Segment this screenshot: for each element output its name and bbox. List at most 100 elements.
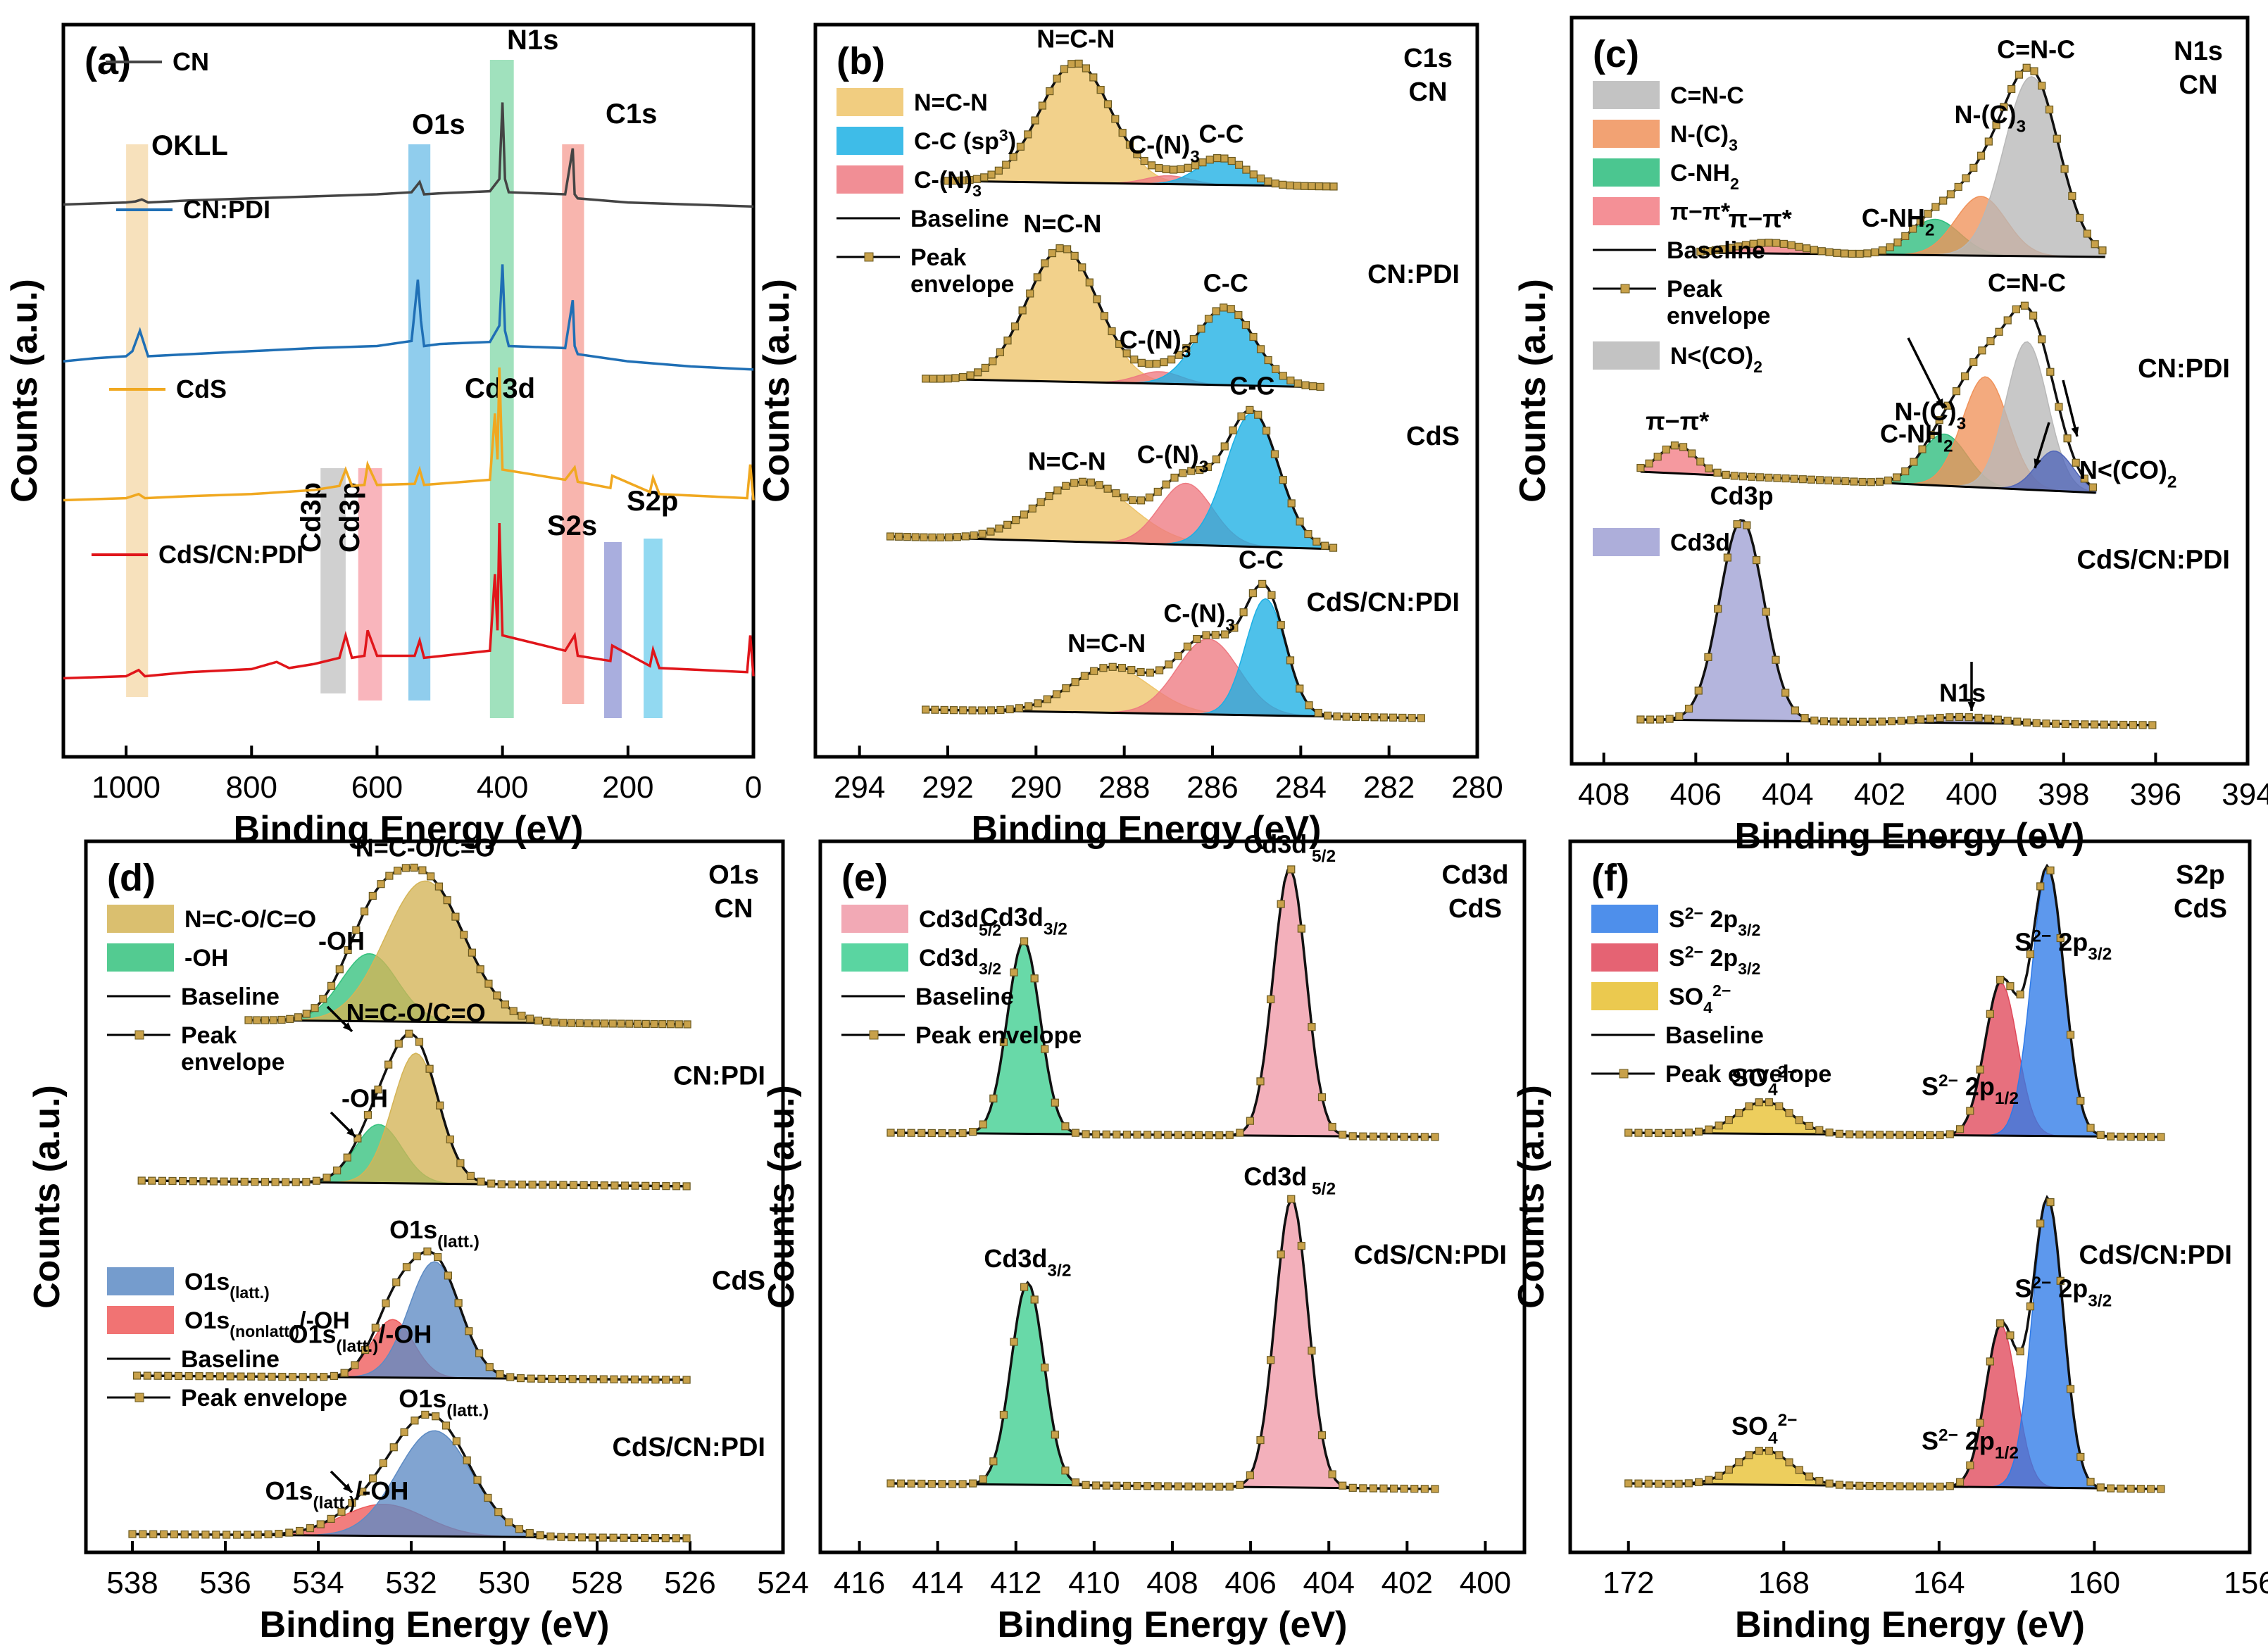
label-part: 3 — [2016, 118, 2026, 137]
label-part: Cd3d — [1670, 529, 1730, 556]
envelope-marker — [1348, 1483, 1357, 1492]
envelope-marker — [1082, 1481, 1090, 1489]
envelope-marker — [1045, 491, 1053, 501]
envelope-marker — [557, 1533, 565, 1541]
envelope-marker — [1965, 713, 1973, 722]
envelope-marker — [485, 1363, 494, 1371]
envelope-marker — [2086, 1478, 2095, 1486]
envelope-marker — [1293, 182, 1301, 190]
envelope-marker — [170, 1530, 178, 1539]
envelope-marker — [1863, 249, 1872, 258]
envelope-marker — [1070, 479, 1079, 487]
envelope-marker — [945, 533, 953, 541]
envelope-marker — [1765, 1447, 1774, 1455]
envelope-marker — [2148, 721, 2157, 729]
peak-label: C-(N)3​ — [1128, 130, 1200, 167]
label-part: N=C-N — [1067, 629, 1146, 658]
panel-label: (f) — [1591, 857, 1629, 899]
envelope-marker — [1339, 1481, 1347, 1490]
envelope-marker — [1174, 1131, 1182, 1139]
label-part: N=C-N — [1036, 25, 1115, 54]
envelope-marker — [1858, 717, 1867, 726]
label-part: O1s — [389, 1215, 437, 1244]
envelope-marker — [1264, 356, 1272, 365]
envelope-marker — [1143, 1482, 1152, 1490]
envelope-marker — [592, 1019, 601, 1028]
envelope-marker — [1133, 1482, 1141, 1490]
envelope-marker — [1755, 1447, 1763, 1455]
envelope-marker — [432, 1412, 440, 1421]
x-tick-label: 404 — [1303, 1566, 1355, 1600]
envelope-marker — [1028, 504, 1036, 513]
legend-swatch — [841, 943, 908, 972]
envelope-marker — [2060, 165, 2069, 173]
envelope-marker — [1803, 244, 1811, 253]
envelope-marker — [466, 1171, 475, 1180]
envelope-marker — [2046, 1198, 2055, 1207]
label-part: Cd3d — [980, 903, 1044, 931]
label-part: 2 — [1943, 436, 1953, 456]
envelope-marker — [1145, 360, 1153, 368]
envelope-marker — [1322, 182, 1331, 191]
envelope-marker — [1946, 1482, 1954, 1490]
envelope-marker — [620, 1375, 629, 1383]
envelope-marker — [528, 1181, 537, 1189]
envelope-marker — [1030, 974, 1039, 983]
envelope-marker — [2022, 63, 2031, 72]
envelope-marker — [1884, 476, 1893, 485]
envelope-marker — [1926, 1482, 1934, 1491]
envelope-marker — [1003, 520, 1012, 529]
envelope-marker — [476, 965, 484, 974]
envelope-marker — [496, 1370, 504, 1378]
envelope-marker — [1078, 263, 1086, 272]
envelope-marker — [2056, 934, 2065, 943]
envelope-marker — [1665, 715, 1674, 723]
envelope-marker — [1205, 156, 1214, 164]
envelope-marker — [999, 1410, 1008, 1419]
envelope-marker — [2036, 1219, 2045, 1228]
label-part: Baseline — [1667, 237, 1765, 264]
envelope-marker — [2096, 1131, 2105, 1139]
envelope-marker — [958, 1129, 967, 1138]
envelope-marker — [1196, 465, 1204, 475]
legend-label: Peak — [910, 244, 966, 271]
envelope-marker — [1684, 1129, 1693, 1137]
envelope-marker — [559, 1181, 568, 1189]
envelope-marker — [1875, 477, 1884, 486]
envelope-marker — [1112, 489, 1120, 498]
legend-label: Baseline — [1665, 1022, 1764, 1049]
envelope-marker — [1287, 1195, 1296, 1203]
envelope-marker — [1815, 476, 1824, 484]
envelope-marker — [1296, 517, 1304, 526]
envelope-marker — [484, 1493, 492, 1502]
envelope-marker — [886, 1129, 895, 1137]
envelope-marker — [617, 1019, 625, 1028]
envelope-marker — [1133, 1131, 1141, 1139]
legend-label: -OH — [184, 945, 228, 972]
peak-label: O1s(latt.)​ — [399, 1384, 489, 1421]
peak-label: C=N-C — [1988, 268, 2066, 297]
envelope-marker — [2138, 721, 2147, 729]
label-part: 4 — [1768, 1081, 1778, 1100]
envelope-marker — [501, 1000, 510, 1009]
label-part: N=C-O/C=O — [184, 906, 316, 933]
arrow-head — [2034, 458, 2042, 468]
envelope-marker — [264, 1530, 272, 1539]
envelope-marker — [246, 1372, 256, 1381]
label-part: 3/2 — [1738, 960, 1760, 978]
envelope-marker — [2053, 134, 2061, 143]
envelope-marker — [1230, 624, 1239, 632]
envelope-marker — [1100, 312, 1109, 320]
envelope-marker — [1060, 65, 1069, 73]
envelope-marker — [977, 706, 986, 715]
envelope-marker — [2006, 982, 2015, 991]
envelope-marker — [1875, 1131, 1884, 1139]
envelope-marker — [148, 1176, 156, 1185]
envelope-marker — [641, 1019, 650, 1029]
peak-label: C-NH2​ — [1880, 420, 1953, 456]
peak-label: O1s(latt.)​/-OH — [288, 1319, 432, 1356]
envelope-marker — [257, 1372, 265, 1381]
envelope-marker — [1865, 1131, 1874, 1139]
envelope-marker — [446, 1135, 454, 1144]
envelope-marker — [625, 1019, 634, 1028]
